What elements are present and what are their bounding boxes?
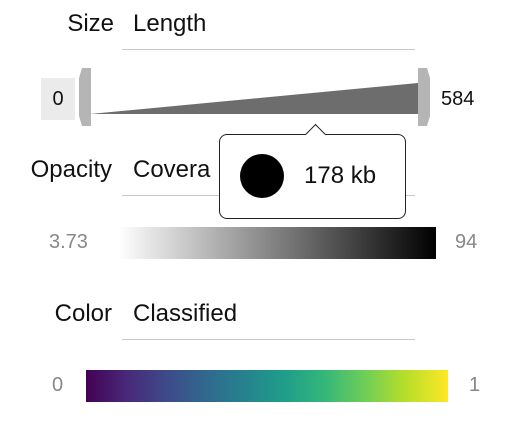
tooltip-arrow [304, 123, 327, 146]
size-field-underline [122, 49, 415, 50]
size-tooltip: 178 kb [219, 123, 406, 219]
size-min-value[interactable]: 0 [41, 78, 75, 120]
opacity-field-value[interactable]: Covera [133, 156, 211, 183]
color-min-value: 0 [52, 374, 64, 396]
opacity-label: Opacity [30, 156, 112, 183]
size-min-text: 0 [52, 87, 64, 110]
tooltip-value: 178 kb [304, 162, 377, 189]
size-label: Size [67, 10, 114, 37]
size-max-value: 584 [441, 88, 475, 110]
opacity-gradient-bar [118, 227, 436, 259]
color-label: Color [54, 300, 112, 327]
size-ramp-wedge [90, 83, 418, 114]
size-max-handle[interactable] [418, 68, 430, 126]
color-field-value[interactable]: Classified [133, 300, 238, 327]
color-max-value: 1 [469, 374, 481, 396]
opacity-min-value: 3.73 [49, 231, 88, 253]
opacity-max-value: 94 [455, 231, 478, 253]
size-field-value[interactable]: Length [133, 10, 207, 37]
color-field-underline [122, 339, 415, 340]
tooltip-size-dot-icon [240, 154, 284, 198]
size-min-handle[interactable] [79, 68, 91, 126]
color-gradient-bar [86, 370, 448, 402]
